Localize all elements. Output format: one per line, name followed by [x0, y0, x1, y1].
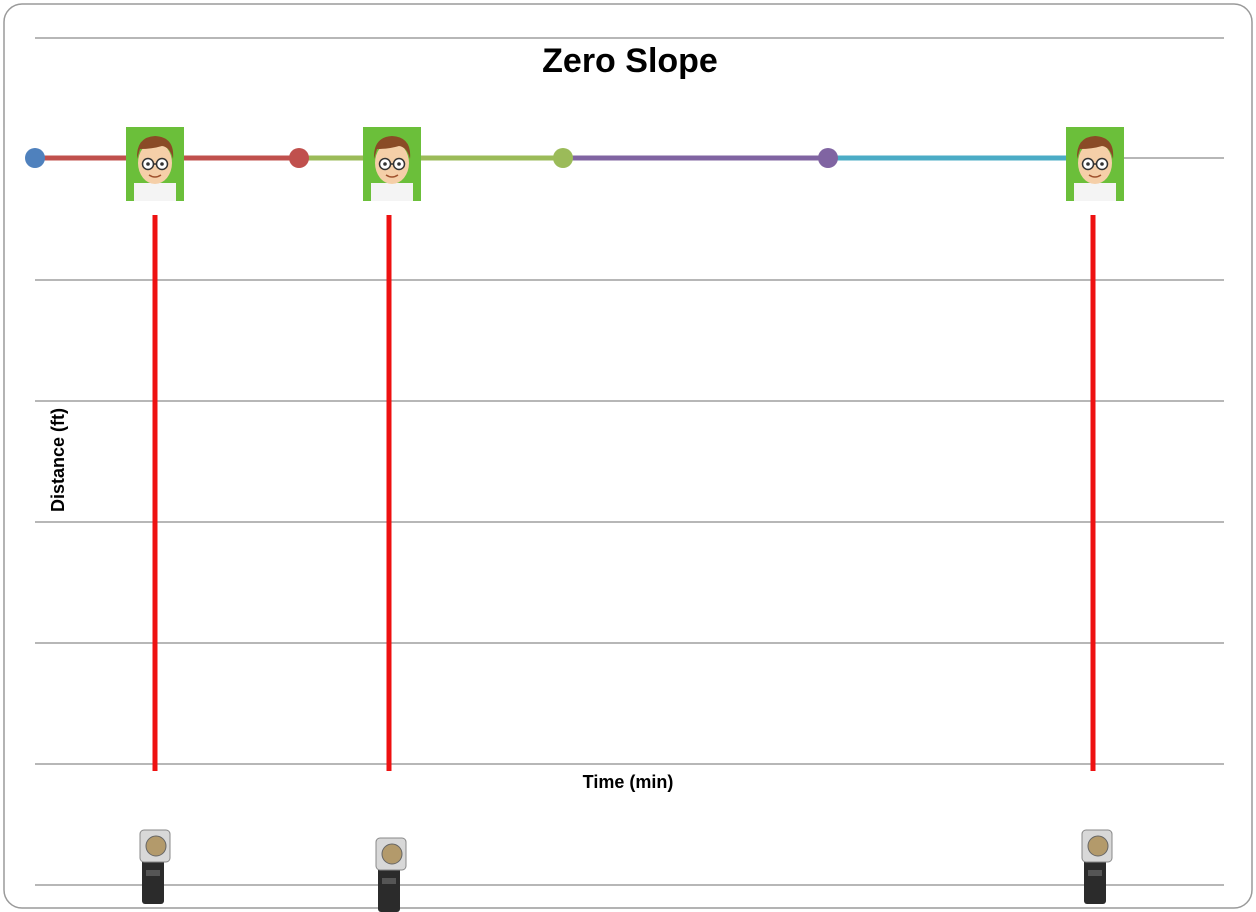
path-points [25, 148, 838, 168]
slide-frame [3, 3, 1253, 909]
title: Zero Slope [542, 42, 718, 80]
x-axis-label: Time (min) [583, 772, 674, 792]
y-axis-label: Distance (ft) [48, 408, 68, 512]
distance-lines [152, 215, 1096, 771]
